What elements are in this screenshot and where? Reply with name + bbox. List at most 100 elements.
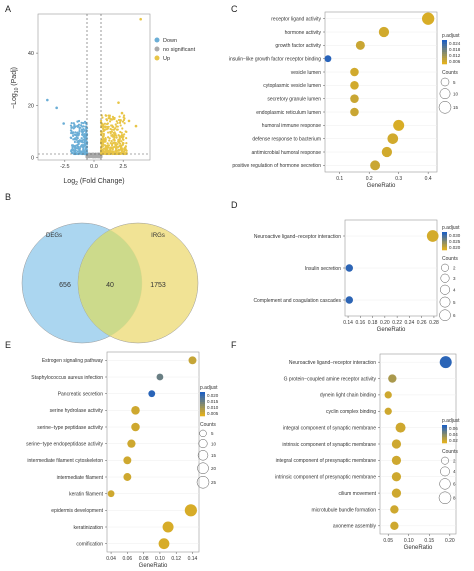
dotplot-color-tick-label: 0.006 [449,59,461,64]
dotplot-category-label: secretory granule lumen [267,96,321,102]
legend-swatch-no-significant [154,46,160,52]
volcano-point-up [125,137,128,140]
volcano-point-up [124,130,127,133]
volcano-point-down [71,144,74,147]
dotplot-color-bar-segment [442,429,447,432]
dotplot-category-label: vesicle lumen [291,70,322,76]
volcano-point-up [100,145,104,148]
volcano-x-axis-title: Log2 (Fold Change) [63,178,124,187]
dotplot-x-tick-label: 0.26 [417,320,427,326]
volcano-point-up [108,139,111,142]
dotplot-color-bar-segment [442,58,447,61]
volcano-point-down [85,134,88,137]
volcano-point-down [76,140,79,144]
dotplot-x-tick-label: 0.18 [368,320,378,326]
dotplot-size-legend-circle [440,77,450,87]
volcano-point-up [101,116,104,119]
dotplot-point [123,456,132,465]
volcano-point-up [109,127,112,131]
dotplot-size-legend-title: Counts [200,422,216,428]
dotplot-x-tick-label: 0.04 [106,556,116,562]
volcano-y-axis-title: −Log10 (Padj) [11,67,20,109]
dotplot-category-label: cilium movement [338,491,376,497]
volcano-point-up [107,114,110,117]
dotplot-category-label: defense response to bacterium [252,136,321,142]
volcano-point-up [100,142,103,146]
dotplot-color-bar-segment [442,434,447,436]
volcano-point-up [108,116,111,119]
volcano-point-up [105,128,108,131]
dotplot-point [378,26,390,38]
legend-label-no-significant: no significant [163,47,196,53]
dotplot-category-label: serine−type peptidase activity [37,425,103,431]
dotplot-x-tick-label: 0.1 [336,176,343,182]
dotplot-x-tick-label: 0.24 [405,320,415,326]
dotplot-color-bar-segment [442,245,447,248]
dotplot-category-label: integral component of presynaptic membra… [276,458,377,464]
volcano-point-ns [90,153,93,156]
volcano-point-down [69,124,73,127]
dotplot-category-label: intrinsic component of presynaptic membr… [275,475,376,481]
volcano-point-up [139,17,142,21]
volcano-point-down [81,143,84,147]
volcano-point-down [77,147,80,150]
dotplot-color-bar-segment [442,248,447,251]
dotplot-size-tick-label: 4 [453,288,456,293]
volcano-point-up [108,120,112,123]
volcano-point-up [107,131,110,134]
dotplot-point [148,390,156,398]
dotplot-point [355,40,365,50]
volcano-point-up [111,148,114,151]
dotplot-size-legend-circle [440,466,450,477]
volcano-point-up [116,145,120,149]
volcano-legend: Down no significant Up [154,37,196,62]
dotplot-area [324,11,438,173]
panel-label-b: B [5,192,11,202]
dotplot-color-bar-segment [442,239,447,242]
dotplot-size-tick-label: 3 [453,276,456,281]
legend-label-down: Down [163,38,177,44]
volcano-point-down [70,121,73,125]
dotplot-size-legend-circle [440,273,450,283]
volcano-point-down [71,152,74,155]
volcano-point-up [108,137,111,140]
volcano-point-up [106,142,109,145]
volcano-point-up [111,150,114,153]
volcano-x-tick-label: 2.5 [119,164,127,170]
venn-diagram: DEGs IRGs 656 40 1753 [21,222,199,344]
volcano-point-up [100,148,103,151]
dotplot-point [345,296,354,304]
volcano-point-up [125,142,128,145]
volcano-point-up [103,138,106,142]
volcano-point-up [114,127,117,130]
volcano-point-up [127,119,131,123]
dotplot-size-legend-title: Counts [442,70,458,76]
volcano-point-down [77,125,80,128]
dotplot-color-tick-label: 0.02 [449,438,458,443]
dotplot-color-bar-segment [442,236,447,239]
volcano-axes: -2.5 0.0 2.5 0 20 40 [28,51,127,170]
volcano-point-up [121,120,125,123]
volcano-threshold-lines [38,14,150,160]
volcano-point-down [74,131,77,134]
volcano-x-tick-label: 0.0 [90,164,98,170]
dotplot-size-tick-label: 8 [453,496,456,501]
dotplot-color-bar-segment [200,408,205,411]
volcano-point-up [102,143,105,146]
legend-label-up: Up [163,56,170,62]
dotplot-x-axis-title: GeneRatio [377,327,406,333]
volcano-point-up [120,149,123,152]
dotplot-point [422,12,435,25]
volcano-point-up [99,119,103,122]
dotplot-category-label: Pancreatic secretion [58,391,104,397]
volcano-point-up [124,145,127,148]
dotplot-color-bar-segment [442,441,447,444]
volcano-point-down [84,125,87,128]
dotplot-color-tick-label: 0.024 [449,41,461,46]
dotplot-size-legend-circle [197,462,209,474]
dotplot-color-bar-segment [442,40,447,43]
volcano-point-up [117,101,120,104]
dotplot-x-tick-label: 0.16 [355,320,365,326]
dotplot-color-bar-segment [442,242,447,245]
dotplot-color-tick-label: 0.010 [207,405,219,410]
